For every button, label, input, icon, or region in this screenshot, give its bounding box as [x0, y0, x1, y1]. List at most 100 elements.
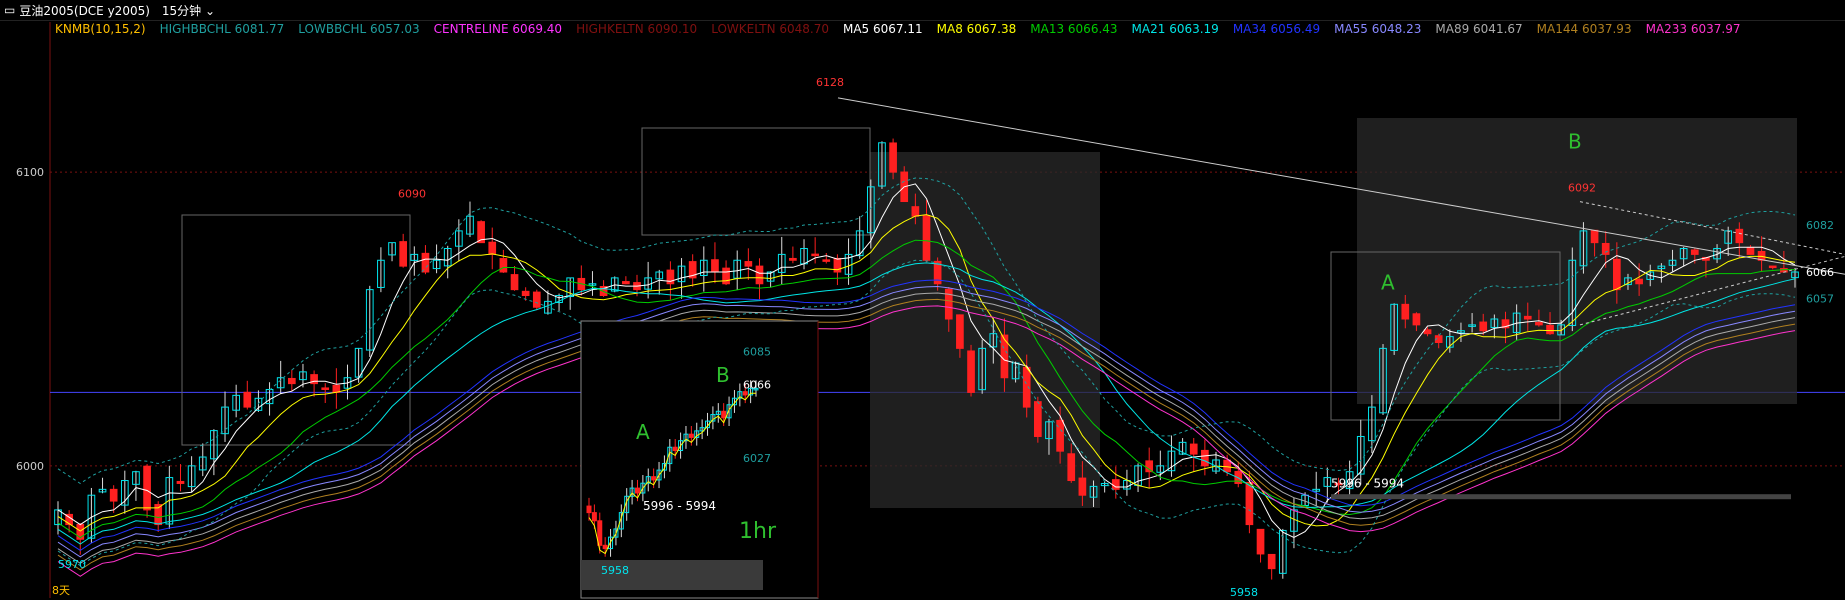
candle-body [722, 267, 730, 285]
candle-body [688, 261, 697, 279]
inset-candle-body [624, 495, 630, 514]
candle-body [1490, 318, 1499, 328]
legend-item[interactable]: MA233 6037.97 [1645, 22, 1741, 36]
candle-body [1613, 258, 1621, 291]
consolidation-box [1357, 118, 1797, 404]
inset-candle-body [586, 505, 592, 514]
inset-candle-body [656, 469, 662, 481]
inset-timeframe-label: 1hr [739, 519, 777, 544]
level-label: 6057 [1806, 292, 1834, 305]
candle-body [1791, 271, 1799, 279]
legend-item[interactable]: KNMB(10,15,2) [55, 22, 146, 36]
candle-body [866, 186, 875, 234]
candle-body [532, 291, 541, 308]
candle-body [221, 406, 229, 435]
legend-item[interactable]: MA34 6056.49 [1232, 22, 1321, 36]
candle-body [1022, 366, 1031, 408]
pattern-label-a: A [1381, 271, 1395, 295]
inset-candle-body [608, 536, 614, 550]
candle-body [87, 494, 96, 539]
inset-pattern-label-b: B [716, 363, 730, 387]
candle-body [610, 277, 619, 292]
inset-candle-body [699, 427, 705, 432]
candle-body [1423, 329, 1432, 335]
candle-body [744, 261, 753, 267]
trend-line-projection [1579, 255, 1845, 326]
candle-body [187, 465, 196, 488]
legend-item[interactable]: HIGHKELTN 6090.10 [576, 22, 698, 36]
legend-item[interactable]: MA5 6067.11 [842, 22, 923, 36]
candle-body [777, 253, 786, 273]
price-tick-label: 6000 [16, 460, 44, 473]
candle-body [666, 269, 675, 285]
moving-average-line [57, 279, 1796, 551]
legend-item[interactable]: MA21 6063.19 [1131, 22, 1219, 36]
candle-body [455, 230, 463, 247]
candle-body [1145, 460, 1154, 473]
legend-item[interactable]: MA144 6037.93 [1536, 22, 1632, 36]
legend-item[interactable]: LOWBBCHL 6057.03 [298, 22, 420, 36]
legend-item[interactable]: MA8 6067.38 [936, 22, 1017, 36]
candle-body [1379, 347, 1387, 414]
collapse-icon[interactable]: ▭ [4, 3, 16, 17]
candle-body [210, 430, 218, 460]
candle-body [432, 259, 441, 270]
candle-body [855, 230, 864, 257]
inset-candle-body [721, 410, 727, 419]
inset-candle-body [678, 440, 684, 452]
high-label: 6092 [1568, 182, 1596, 195]
moving-average-line [57, 183, 1796, 539]
symbol-title[interactable]: 豆油2005(DCE y2005) [19, 3, 150, 18]
moving-average-line [57, 214, 1796, 532]
candle-body [1768, 265, 1777, 269]
legend-item[interactable]: MA55 6048.23 [1334, 22, 1422, 36]
inset-candle-body [683, 433, 689, 442]
timeframe-selector[interactable]: 15分钟 ⌄ [162, 2, 215, 19]
candle-body [989, 333, 998, 348]
timeframe-label: 15分钟 [161, 3, 202, 18]
range-label: 5996 - 5994 [1331, 476, 1404, 490]
consolidation-frame [641, 127, 871, 236]
chevron-down-icon: ⌄ [205, 3, 216, 18]
candle-body [1334, 482, 1343, 486]
moving-average-line [57, 305, 1796, 577]
candle-body [287, 377, 296, 385]
candle-body [120, 480, 129, 506]
candle-body [1390, 303, 1398, 351]
inset-shade [581, 560, 763, 590]
inset-candle-body [597, 520, 603, 546]
candle-body [466, 215, 474, 235]
band-line [57, 259, 1796, 567]
candle-body [922, 215, 931, 261]
candle-body [365, 289, 374, 351]
candle-body [1457, 330, 1465, 334]
inset-candle-body [613, 528, 619, 538]
candle-body [1267, 553, 1276, 570]
low-label: 5958 [1230, 586, 1258, 599]
candle-body [1356, 435, 1365, 475]
inset-moving-average [588, 392, 756, 555]
level-label: 6082 [1806, 219, 1834, 232]
inset-candle-body [640, 482, 646, 494]
candle-body [377, 259, 385, 288]
candle-body [1668, 259, 1677, 266]
candle-body [588, 283, 597, 286]
candle-body [1045, 421, 1053, 440]
candle-body [1735, 228, 1744, 244]
inset-level-label: 6066 [743, 378, 771, 391]
candle-body [1089, 485, 1098, 498]
candle-body [1523, 315, 1532, 320]
candle-body [1434, 335, 1443, 343]
legend-item[interactable]: HIGHBBCHL 6081.77 [159, 22, 285, 36]
legend-item[interactable]: MA13 6066.43 [1030, 22, 1118, 36]
legend-item[interactable]: MA89 6041.67 [1435, 22, 1523, 36]
legend-item[interactable]: LOWKELTN 6048.70 [711, 22, 829, 36]
candle-body [321, 387, 330, 390]
moving-average-line [57, 292, 1796, 564]
inset-candle-body [726, 404, 732, 419]
legend-item[interactable]: CENTRELINE 6069.40 [433, 22, 563, 36]
candle-body [410, 253, 419, 261]
candle-body [143, 465, 151, 511]
candle-body [911, 206, 920, 217]
